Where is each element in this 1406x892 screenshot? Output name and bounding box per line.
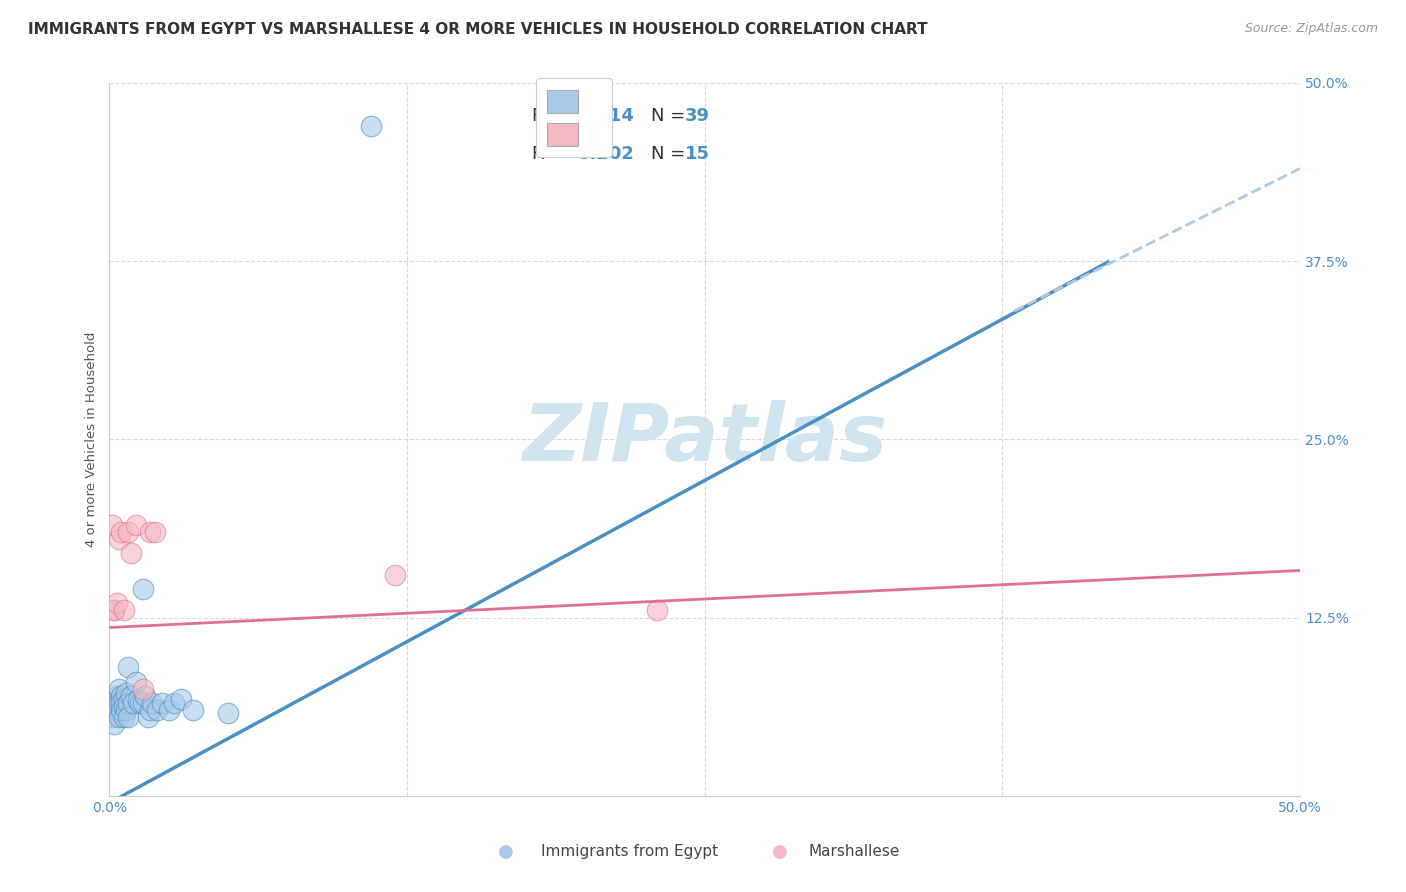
Point <box>103 710 125 724</box>
Point <box>112 691 135 706</box>
Text: 39: 39 <box>685 107 710 126</box>
Y-axis label: 4 or more Vehicles in Household: 4 or more Vehicles in Household <box>86 332 98 547</box>
Point <box>101 517 124 532</box>
Point <box>110 689 132 703</box>
Point <box>110 524 132 539</box>
Text: R =: R = <box>531 145 565 163</box>
Point <box>112 603 135 617</box>
Point <box>103 603 125 617</box>
Text: ZIPatlas: ZIPatlas <box>522 401 887 478</box>
Point <box>117 524 139 539</box>
Point <box>108 681 131 696</box>
Point <box>134 689 156 703</box>
Point <box>139 703 162 717</box>
Text: N =: N = <box>651 145 685 163</box>
Point <box>110 696 132 710</box>
Point <box>122 696 145 710</box>
Point <box>112 710 135 724</box>
Point <box>105 696 128 710</box>
Point <box>110 703 132 717</box>
Point <box>136 710 159 724</box>
Point <box>108 696 131 710</box>
Point <box>105 689 128 703</box>
Point <box>218 706 240 720</box>
Point <box>117 710 139 724</box>
Point <box>105 596 128 610</box>
Text: R =: R = <box>531 107 565 126</box>
Text: Source: ZipAtlas.com: Source: ZipAtlas.com <box>1244 22 1378 36</box>
Point <box>141 696 163 710</box>
Point <box>150 696 173 710</box>
Point <box>103 717 125 731</box>
Point <box>103 603 125 617</box>
Point <box>115 686 138 700</box>
Point <box>120 689 142 703</box>
Text: IMMIGRANTS FROM EGYPT VS MARSHALLESE 4 OR MORE VEHICLES IN HOUSEHOLD CORRELATION: IMMIGRANTS FROM EGYPT VS MARSHALLESE 4 O… <box>28 22 928 37</box>
Point <box>181 703 204 717</box>
Point <box>384 567 406 582</box>
Point <box>124 517 146 532</box>
Text: 0.202: 0.202 <box>578 145 634 163</box>
Point <box>127 693 149 707</box>
Point <box>120 546 142 560</box>
Point <box>645 603 668 617</box>
Point <box>117 660 139 674</box>
Point <box>143 524 166 539</box>
Text: ●: ● <box>498 843 515 861</box>
Point <box>108 710 131 724</box>
Point <box>112 698 135 713</box>
Text: Immigrants from Egypt: Immigrants from Egypt <box>541 845 718 859</box>
Point <box>146 703 169 717</box>
Text: ●: ● <box>772 843 789 861</box>
Legend:  ,  : , <box>536 78 612 157</box>
Text: 0.714: 0.714 <box>578 107 634 126</box>
Point <box>124 674 146 689</box>
Point <box>117 696 139 710</box>
Point <box>360 119 382 133</box>
Point <box>105 703 128 717</box>
Text: N =: N = <box>651 107 685 126</box>
Point <box>139 524 162 539</box>
Text: Marshallese: Marshallese <box>808 845 900 859</box>
Point <box>108 532 131 546</box>
Point <box>129 696 152 710</box>
Point <box>132 696 155 710</box>
Point <box>115 703 138 717</box>
Point <box>163 696 186 710</box>
Point <box>132 681 155 696</box>
Point <box>170 691 193 706</box>
Point <box>132 582 155 596</box>
Point <box>157 703 180 717</box>
Text: 15: 15 <box>685 145 710 163</box>
Point <box>101 696 124 710</box>
